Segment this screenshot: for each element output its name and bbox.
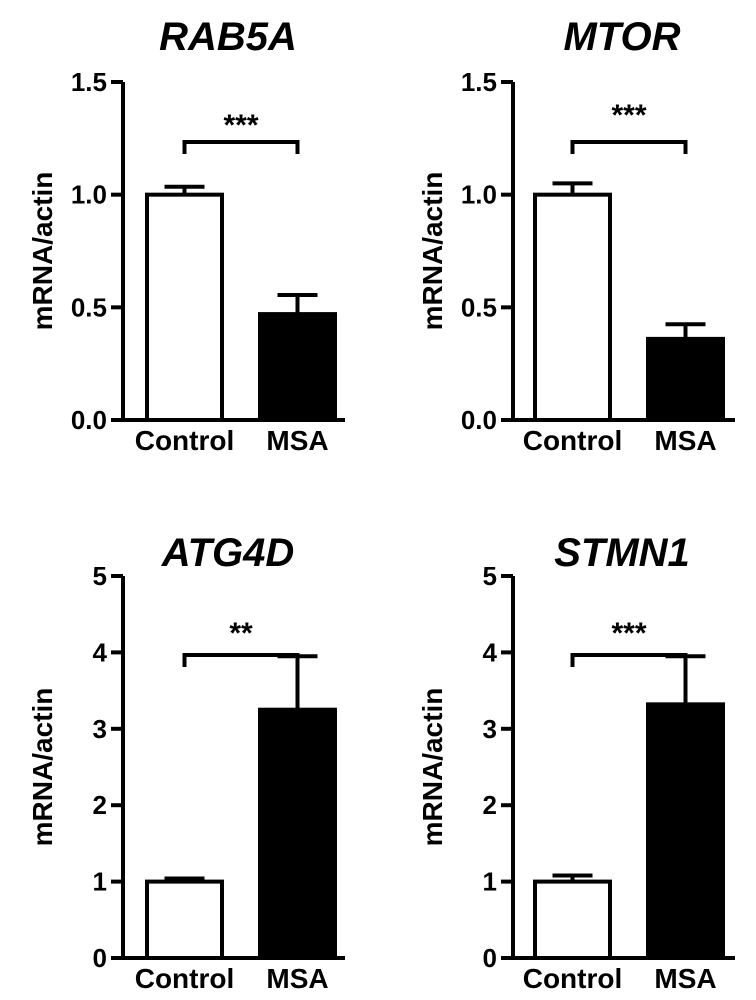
x-tick-label: MSA: [654, 425, 716, 456]
y-tick-label: 1.5: [71, 67, 107, 97]
chart-title: MTOR: [563, 15, 680, 59]
y-tick-label: 3: [93, 714, 107, 744]
x-tick-label: MSA: [654, 963, 716, 994]
y-tick-label: 0.5: [461, 292, 497, 322]
bar-msa: [646, 702, 725, 960]
y-axis-label: mRNA/actin: [417, 172, 448, 331]
y-tick-label: 0.0: [71, 405, 107, 435]
x-tick-label: Control: [135, 425, 235, 456]
significance-label: ***: [611, 99, 646, 132]
y-tick-label: 2: [93, 790, 107, 820]
chart-panel-atg4d: ATG4D mRNA/actin 0 1 2 3 4 5 Control MSA **: [27, 531, 345, 994]
significance-bracket: [570, 653, 688, 667]
y-axis-label: mRNA/actin: [27, 172, 58, 331]
significance-bracket: [182, 653, 300, 667]
y-tick-label: 0: [483, 943, 497, 973]
x-tick-label: MSA: [266, 425, 328, 456]
bar-control: [533, 192, 612, 422]
y-tick-label: 3: [483, 714, 497, 744]
y-tick-label: 5: [93, 561, 107, 591]
chart-panel-stmn1: STMN1 mRNA/actin 0 1 2 3 4 5 Control MSA ***: [417, 531, 735, 994]
x-tick-label: Control: [523, 963, 623, 994]
bar-msa: [258, 707, 337, 961]
y-tick-label: 0.5: [71, 292, 107, 322]
y-tick-label: 0.0: [461, 405, 497, 435]
chart-title: STMN1: [554, 531, 690, 575]
y-tick-label: 1.0: [461, 180, 497, 210]
chart-title: RAB5A: [159, 15, 297, 59]
y-tick-label: 5: [483, 561, 497, 591]
x-tick-label: MSA: [266, 963, 328, 994]
bar-msa: [646, 336, 725, 423]
y-tick-label: 0: [93, 943, 107, 973]
significance-bracket: [182, 140, 300, 154]
y-tick-label: 2: [483, 790, 497, 820]
significance-label: ***: [611, 617, 646, 650]
y-tick-label: 1.5: [461, 67, 497, 97]
bar-control: [145, 192, 224, 422]
bar-control: [145, 879, 224, 960]
y-tick-label: 4: [483, 637, 498, 667]
chart-title: ATG4D: [161, 531, 295, 575]
x-tick-label: Control: [523, 425, 623, 456]
significance-label: ***: [223, 109, 258, 142]
bar-msa: [258, 312, 337, 422]
y-tick-label: 1: [93, 867, 107, 897]
chart-panel-mtor: MTOR mRNA/actin 0.0 0.5 1.0 1.5 Control MSA ***: [417, 15, 735, 456]
significance-bracket: [570, 140, 688, 154]
significance-label: **: [229, 617, 253, 650]
y-tick-label: 1.0: [71, 180, 107, 210]
bar-control: [533, 879, 612, 960]
x-tick-label: Control: [135, 963, 235, 994]
y-axis-label: mRNA/actin: [417, 688, 448, 847]
y-tick-label: 4: [93, 637, 108, 667]
chart-panel-rab5a: RAB5A mRNA/actin 0.0 0.5 1.0 1.5 Control MSA ***: [27, 15, 345, 456]
y-tick-label: 1: [483, 867, 497, 897]
y-axis-label: mRNA/actin: [27, 688, 58, 847]
